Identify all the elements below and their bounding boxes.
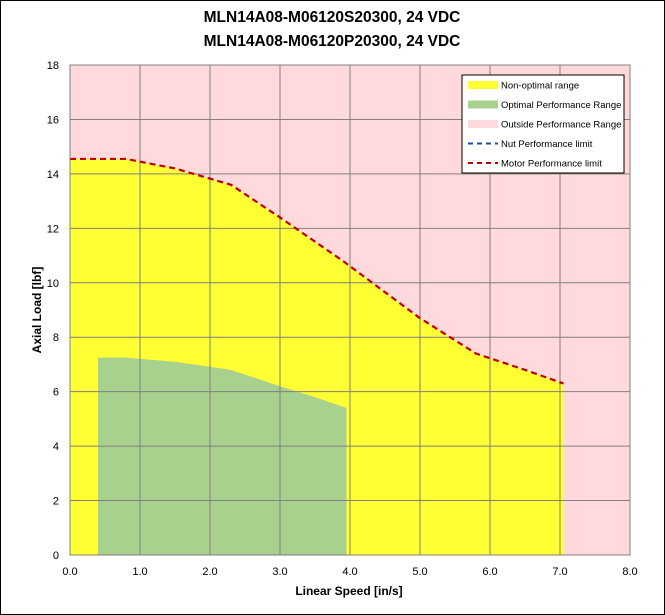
plot-area-border <box>69 64 631 556</box>
legend-label: Motor Performance limit <box>501 159 602 170</box>
legend: Non-optimal range Optimal Performance Ran… <box>461 74 625 174</box>
x-tick-label: 7.0 <box>552 566 567 578</box>
y-tick-label: 14 <box>47 169 59 181</box>
y-tick-label: 8 <box>53 332 59 344</box>
x-axis-label: Linear Speed [in/s] <box>295 584 402 598</box>
legend-label: Non-optimal range <box>501 81 579 92</box>
area-series-1 <box>98 357 347 555</box>
y-tick-label: 18 <box>47 60 59 72</box>
x-tick-label: 2.0 <box>202 566 217 578</box>
x-tick-label: 4.0 <box>342 566 357 578</box>
legend-label: Nut Performance limit <box>501 139 593 150</box>
y-tick-label: 12 <box>47 223 59 235</box>
legend-label: Optimal Performance Range <box>501 100 621 111</box>
limit-line-3 <box>70 157 564 385</box>
y-tick-label: 4 <box>53 441 59 453</box>
chart-title-line-2: MLN14A08-M06120P20300, 24 VDC <box>204 33 461 50</box>
y-tick-label: 0 <box>53 550 59 562</box>
legend-swatch <box>468 81 498 89</box>
y-tick-label: 10 <box>47 278 59 290</box>
chart-title-line-1: MLN14A08-M06120S20300, 24 VDC <box>204 9 461 26</box>
y-tick-label: 6 <box>53 387 59 399</box>
y-axis-label: Axial Load [lbf] <box>30 267 44 354</box>
legend-label: Outside Performance Range <box>501 120 621 131</box>
x-tick-label: 1.0 <box>132 566 147 578</box>
legend-swatch <box>468 120 498 128</box>
x-tick-label: 6.0 <box>482 566 497 578</box>
x-tick-label: 5.0 <box>412 566 427 578</box>
x-tick-label: 0.0 <box>62 566 77 578</box>
x-tick-label: 8.0 <box>622 566 637 578</box>
y-tick-label: 2 <box>53 496 59 508</box>
y-tick-label: 16 <box>47 114 59 126</box>
legend-swatch <box>468 100 498 109</box>
x-tick-label: 3.0 <box>272 566 287 578</box>
